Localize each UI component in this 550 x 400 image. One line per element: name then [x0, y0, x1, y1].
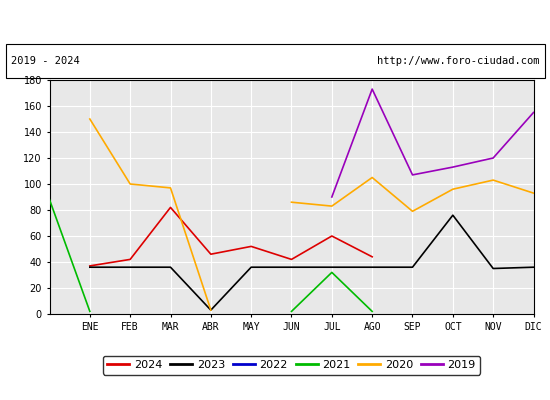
Text: Evolucion Nº Turistas Extranjeros en el municipio de Fernán-Núñez: Evolucion Nº Turistas Extranjeros en el …	[53, 14, 497, 28]
Legend: 2024, 2023, 2022, 2021, 2020, 2019: 2024, 2023, 2022, 2021, 2020, 2019	[103, 356, 480, 375]
Text: http://www.foro-ciudad.com: http://www.foro-ciudad.com	[377, 56, 539, 66]
Text: 2019 - 2024: 2019 - 2024	[11, 56, 80, 66]
